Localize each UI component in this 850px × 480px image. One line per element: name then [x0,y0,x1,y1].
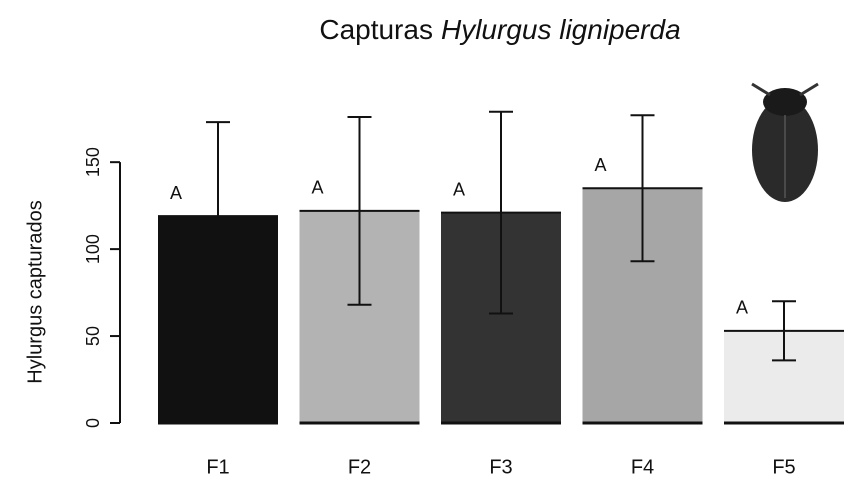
group-label: A [453,179,465,199]
x-tick-label: F4 [631,456,654,478]
group-label: A [170,183,182,203]
x-tick-label: F1 [206,456,229,478]
group-label: A [736,298,748,318]
y-tick-label: 0 [83,418,103,428]
x-tick-label: F5 [772,456,795,478]
y-tick-label: 150 [83,147,103,177]
y-tick-label: 50 [83,326,103,346]
x-tick-label: F2 [348,456,371,478]
group-label: A [311,178,323,198]
beetle-icon [751,82,819,202]
y-axis-label: Hylurgus capturados [24,200,46,383]
title-plain: Capturas [319,14,433,45]
group-label: A [594,155,606,175]
y-tick-label: 100 [83,234,103,264]
title-italic: Hylurgus ligniperda [441,14,681,45]
chart-title: Capturas Hylurgus ligniperda [319,14,680,45]
x-tick-label: F3 [489,456,512,478]
